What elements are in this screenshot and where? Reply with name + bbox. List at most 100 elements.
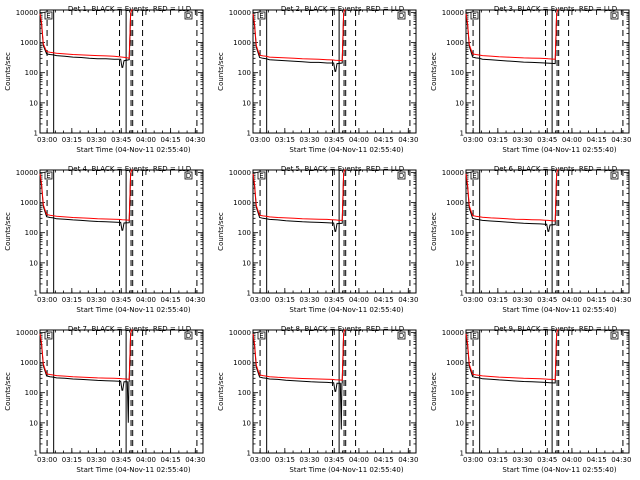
- x-tick-label: 04:30: [611, 456, 631, 464]
- x-tick-label: 04:30: [185, 296, 205, 304]
- x-tick-label: 03:00: [37, 456, 57, 464]
- chart-title: Det 4, BLACK = Events, RED = LLD: [68, 165, 191, 173]
- marker-label: D: [399, 172, 404, 180]
- marker-label: D: [612, 172, 617, 180]
- marker-label: E: [46, 12, 50, 20]
- marker-label: E: [472, 172, 476, 180]
- x-tick-label: 03:30: [299, 136, 319, 144]
- series-line-events: [39, 169, 133, 231]
- x-tick-label: 03:15: [62, 296, 82, 304]
- marker-box: [470, 331, 479, 340]
- x-tick-label: 04:15: [374, 456, 394, 464]
- series-line-lld: [39, 9, 133, 59]
- marker-box: [257, 171, 266, 180]
- x-tick-label: 04:30: [398, 136, 418, 144]
- series-line-events: [39, 329, 133, 423]
- x-tick-label: 04:00: [136, 296, 156, 304]
- series-line-lld: [39, 169, 133, 221]
- series-line-lld: [465, 169, 559, 222]
- y-tick-label: 1000: [20, 359, 38, 367]
- marker-label: E: [46, 172, 50, 180]
- marker-label: D: [399, 12, 404, 20]
- x-tick-label: 03:15: [488, 136, 508, 144]
- x-tick-label: 03:45: [324, 456, 344, 464]
- y-tick-label: 100: [25, 389, 38, 397]
- x-tick-label: 04:30: [611, 296, 631, 304]
- y-tick-label: 10000: [442, 169, 464, 177]
- x-tick-label: 03:30: [512, 296, 532, 304]
- x-tick-label: 03:00: [250, 456, 270, 464]
- x-tick-label: 03:30: [86, 456, 106, 464]
- x-tick-label: 04:00: [136, 136, 156, 144]
- y-axis-label: Counts/sec: [217, 52, 225, 91]
- y-axis-label: Counts/sec: [430, 372, 438, 411]
- x-tick-label: 03:45: [324, 296, 344, 304]
- series-line-lld: [252, 169, 346, 221]
- marker-label: E: [259, 12, 263, 20]
- series-line-events: [252, 169, 346, 232]
- x-tick-label: 03:00: [37, 296, 57, 304]
- y-tick-label: 1000: [20, 199, 38, 207]
- x-tick-label: 04:15: [587, 296, 607, 304]
- x-axis-label: Start Time (04-Nov-11 02:55:40): [502, 146, 616, 154]
- x-tick-label: 03:30: [512, 456, 532, 464]
- plot-frame: [252, 9, 417, 134]
- y-tick-label: 10: [455, 419, 464, 427]
- plot-frame: [465, 329, 630, 454]
- series-line-lld: [465, 329, 559, 381]
- y-tick-label: 1: [460, 130, 464, 138]
- y-tick-label: 10000: [229, 169, 251, 177]
- marker-box: [397, 331, 406, 340]
- series-line-events: [465, 169, 559, 232]
- marker-box: [257, 11, 266, 20]
- plot-frame: [465, 169, 630, 294]
- y-tick-label: 1: [34, 450, 38, 458]
- chart-title: Det 9, BLACK = Events, RED = LLD: [494, 325, 617, 333]
- x-tick-label: 03:30: [299, 456, 319, 464]
- x-tick-label: 04:00: [562, 136, 582, 144]
- y-tick-label: 10000: [229, 329, 251, 337]
- y-tick-label: 10: [242, 99, 251, 107]
- y-tick-label: 1000: [446, 359, 464, 367]
- x-tick-label: 04:15: [374, 136, 394, 144]
- marker-label: D: [186, 12, 191, 20]
- chart-title: Det 5, BLACK = Events, RED = LLD: [281, 165, 404, 173]
- x-tick-label: 03:00: [463, 296, 483, 304]
- y-tick-label: 100: [451, 69, 464, 77]
- y-tick-label: 1000: [233, 199, 251, 207]
- y-tick-label: 10000: [16, 9, 38, 17]
- y-tick-label: 100: [25, 69, 38, 77]
- x-tick-label: 03:45: [537, 296, 557, 304]
- panel-det-2: Det 2, BLACK = Events, RED = LLD 1 10 100 10…: [217, 5, 418, 154]
- x-axis-label: Start Time (04-Nov-11 02:55:40): [502, 466, 616, 474]
- y-axis-label: Counts/sec: [430, 212, 438, 251]
- chart-title: Det 2, BLACK = Events, RED = LLD: [281, 5, 404, 13]
- x-tick-label: 03:15: [275, 456, 295, 464]
- x-tick-label: 04:00: [349, 456, 369, 464]
- y-tick-label: 1: [247, 450, 251, 458]
- x-tick-label: 03:30: [86, 136, 106, 144]
- x-tick-label: 04:15: [161, 136, 181, 144]
- x-tick-label: 04:00: [562, 296, 582, 304]
- x-tick-label: 04:00: [562, 456, 582, 464]
- panel-det-9: Det 9, BLACK = Events, RED = LLD 1 10 100 10…: [430, 325, 631, 474]
- y-axis-label: Counts/sec: [217, 372, 225, 411]
- y-tick-label: 10: [455, 259, 464, 267]
- marker-label: D: [612, 332, 617, 340]
- x-axis-label: Start Time (04-Nov-11 02:55:40): [289, 306, 403, 314]
- x-tick-label: 03:00: [463, 136, 483, 144]
- marker-box: [184, 331, 193, 340]
- marker-label: E: [259, 172, 263, 180]
- marker-box: [397, 171, 406, 180]
- x-tick-label: 03:45: [537, 456, 557, 464]
- y-axis-label: Counts/sec: [4, 212, 12, 251]
- x-tick-label: 03:15: [275, 136, 295, 144]
- x-tick-label: 03:15: [62, 136, 82, 144]
- x-tick-label: 03:15: [488, 296, 508, 304]
- marker-box: [44, 11, 53, 20]
- x-tick-label: 03:15: [62, 456, 82, 464]
- y-tick-label: 100: [238, 389, 251, 397]
- x-tick-label: 03:00: [463, 456, 483, 464]
- x-tick-label: 03:15: [275, 296, 295, 304]
- y-tick-label: 1: [34, 130, 38, 138]
